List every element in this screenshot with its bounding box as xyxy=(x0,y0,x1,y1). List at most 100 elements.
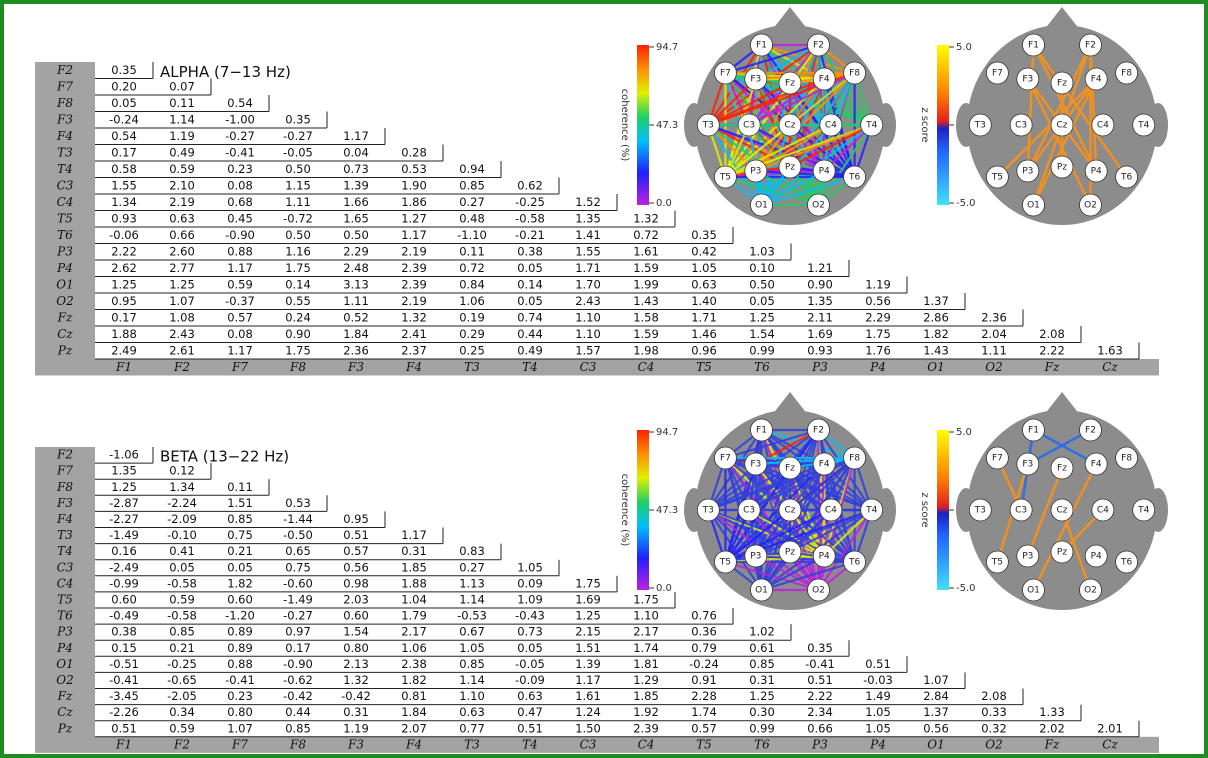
cell-value: 0.35 xyxy=(111,63,137,77)
cell-value: 2.17 xyxy=(633,625,659,639)
electrode-label: P4 xyxy=(819,552,830,562)
cell-value: 1.61 xyxy=(575,689,601,703)
cell-value: 2.19 xyxy=(169,195,195,209)
row-label: P3 xyxy=(56,244,73,258)
cell-value: -0.27 xyxy=(283,129,313,143)
colorbar-label: 5.0 xyxy=(956,42,972,53)
electrode-label: F8 xyxy=(1121,454,1132,464)
electrode xyxy=(807,578,830,602)
connection xyxy=(755,170,820,206)
cell-value: -1.49 xyxy=(109,528,139,542)
cell-value: 0.41 xyxy=(169,544,195,558)
cell-value: 1.55 xyxy=(575,244,601,258)
colorbar-axis-label: z score xyxy=(919,107,930,142)
col-label: O1 xyxy=(927,360,944,374)
cell-value: 1.41 xyxy=(575,228,601,242)
electrode-label: T3 xyxy=(974,506,986,516)
electrode-label: F7 xyxy=(720,454,731,464)
col-label: P3 xyxy=(811,737,828,751)
cell-value: -0.60 xyxy=(283,576,313,590)
cell-value: -2.26 xyxy=(109,705,139,719)
panel-title: ALPHA (7−13 Hz) xyxy=(160,63,291,81)
cell-value: 0.27 xyxy=(459,195,485,209)
cell-value: 1.19 xyxy=(865,277,891,291)
cell-value: 1.06 xyxy=(401,641,427,655)
cell-value: 0.60 xyxy=(343,609,369,623)
cell-value: 1.37 xyxy=(923,294,949,308)
electrode xyxy=(1022,418,1045,442)
electrode-label: F2 xyxy=(1085,41,1096,51)
cell-value: 1.98 xyxy=(633,343,659,357)
electrode-label: T4 xyxy=(865,506,877,516)
cell-value: 1.25 xyxy=(749,310,775,324)
cell-value: -0.05 xyxy=(283,145,313,159)
cell-value: 0.50 xyxy=(343,228,369,242)
head-map: F1 F2 F7 F3 Fz F4 F8 T3 C3 Cz C4 T4 T5 P3 Pz P4 T6 O1 O2 xyxy=(956,7,1168,225)
col-label: C4 xyxy=(638,360,655,374)
row-label: F2 xyxy=(56,63,73,77)
col-label: O2 xyxy=(985,360,1002,374)
row-label: T3 xyxy=(57,145,73,159)
connection xyxy=(755,71,855,81)
cell-value: 1.76 xyxy=(865,343,891,357)
electrode xyxy=(986,165,1009,189)
cell-value: 0.16 xyxy=(111,544,137,558)
cell-value: 1.92 xyxy=(633,705,659,719)
cell-value: -0.99 xyxy=(109,576,139,590)
cell-value: 0.80 xyxy=(343,641,369,655)
cell-value: 1.05 xyxy=(517,560,543,574)
cell-value: 0.20 xyxy=(111,79,137,93)
cell-value: 2.08 xyxy=(981,689,1007,703)
electrode xyxy=(778,71,802,95)
cell-value: 1.43 xyxy=(923,343,949,357)
cell-value: -0.25 xyxy=(167,657,197,671)
cell-value: 1.59 xyxy=(633,261,659,275)
cell-value: 1.11 xyxy=(981,343,1007,357)
cell-value: 1.25 xyxy=(575,609,601,623)
electrode xyxy=(1084,452,1108,476)
cell-value: -3.45 xyxy=(109,689,139,703)
cell-value: 0.77 xyxy=(459,721,485,735)
electrode-label: F1 xyxy=(1028,426,1039,436)
connection xyxy=(760,124,792,206)
row-label: P4 xyxy=(56,261,73,275)
electrode xyxy=(1091,113,1115,137)
cell-value: 0.38 xyxy=(517,244,543,258)
connection xyxy=(755,169,855,179)
cell-value: 1.49 xyxy=(865,689,891,703)
cell-value: 0.63 xyxy=(691,277,717,291)
cell-value: 1.90 xyxy=(401,178,427,192)
row-label: F3 xyxy=(56,496,73,510)
cell-value: 0.05 xyxy=(227,560,253,574)
cell-value: 1.19 xyxy=(169,129,195,143)
connection xyxy=(725,43,819,75)
cell-value: -0.05 xyxy=(515,657,545,671)
colorbar-label: 47.3 xyxy=(656,505,678,516)
cell-value: 0.97 xyxy=(285,625,311,639)
cell-value: 0.21 xyxy=(169,641,195,655)
cell-value: 0.49 xyxy=(517,343,543,357)
electrode-label: Fz xyxy=(785,464,795,474)
colorbar-label: 94.7 xyxy=(656,427,678,438)
cell-value: 1.17 xyxy=(575,673,601,687)
cell-value: 0.67 xyxy=(459,625,485,639)
cell-value: 1.17 xyxy=(227,343,253,357)
electrode-label: C3 xyxy=(743,121,755,131)
head-map: F1 F2 F7 F3 Fz F4 F8 T3 C3 Cz C4 T4 T5 P3 Pz P4 T6 O1 O2 xyxy=(956,392,1168,610)
connection xyxy=(754,463,820,591)
cell-value: 1.29 xyxy=(633,673,659,687)
cell-value: 1.75 xyxy=(285,343,311,357)
cell-value: 1.05 xyxy=(865,721,891,735)
cell-value: 0.93 xyxy=(111,211,137,225)
cell-value: 0.35 xyxy=(807,641,833,655)
connection xyxy=(707,82,791,126)
cell-value: 0.21 xyxy=(227,544,253,558)
electrode-label: Cz xyxy=(1056,506,1067,516)
cell-value: 0.56 xyxy=(923,721,949,735)
nose xyxy=(1044,392,1080,415)
electrode xyxy=(843,165,866,189)
connection xyxy=(755,509,832,557)
electrode xyxy=(1050,540,1074,564)
cell-value: 0.95 xyxy=(343,512,369,526)
electrode-label: F7 xyxy=(720,69,731,79)
